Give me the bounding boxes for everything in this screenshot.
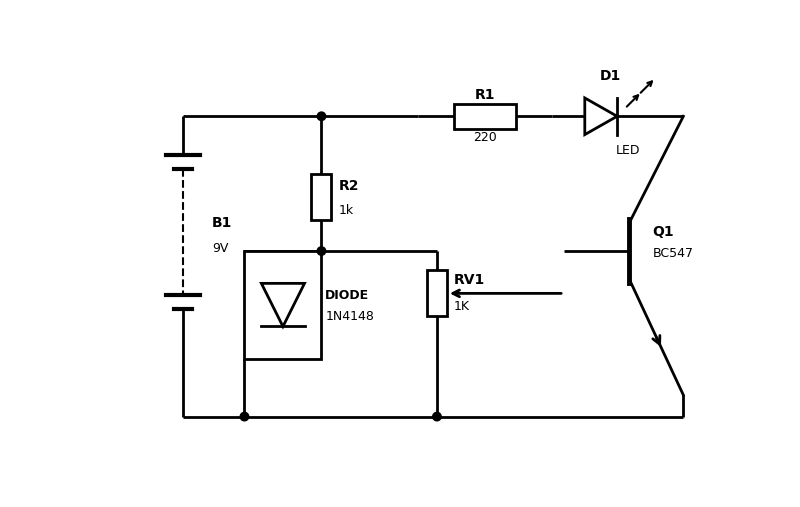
Text: Q1: Q1 — [653, 225, 674, 239]
Circle shape — [433, 412, 441, 421]
Bar — [311, 174, 331, 220]
Text: BC547: BC547 — [653, 247, 694, 260]
Bar — [454, 104, 516, 129]
Text: 220: 220 — [474, 131, 497, 144]
Text: DIODE: DIODE — [326, 289, 370, 302]
Text: RV1: RV1 — [454, 273, 485, 286]
Circle shape — [318, 112, 326, 121]
Text: 1k: 1k — [338, 204, 354, 218]
Polygon shape — [585, 98, 617, 134]
Text: D1: D1 — [599, 69, 621, 83]
Text: 9V: 9V — [212, 242, 229, 255]
Text: R2: R2 — [338, 178, 359, 193]
Text: LED: LED — [616, 144, 640, 158]
Circle shape — [318, 247, 326, 255]
Bar — [245, 251, 322, 359]
Circle shape — [240, 412, 249, 421]
Text: 1N4148: 1N4148 — [326, 310, 374, 323]
Text: R1: R1 — [475, 89, 495, 102]
Text: 1K: 1K — [454, 300, 470, 313]
Bar — [427, 270, 447, 316]
Polygon shape — [262, 283, 305, 327]
Text: B1: B1 — [212, 215, 233, 230]
